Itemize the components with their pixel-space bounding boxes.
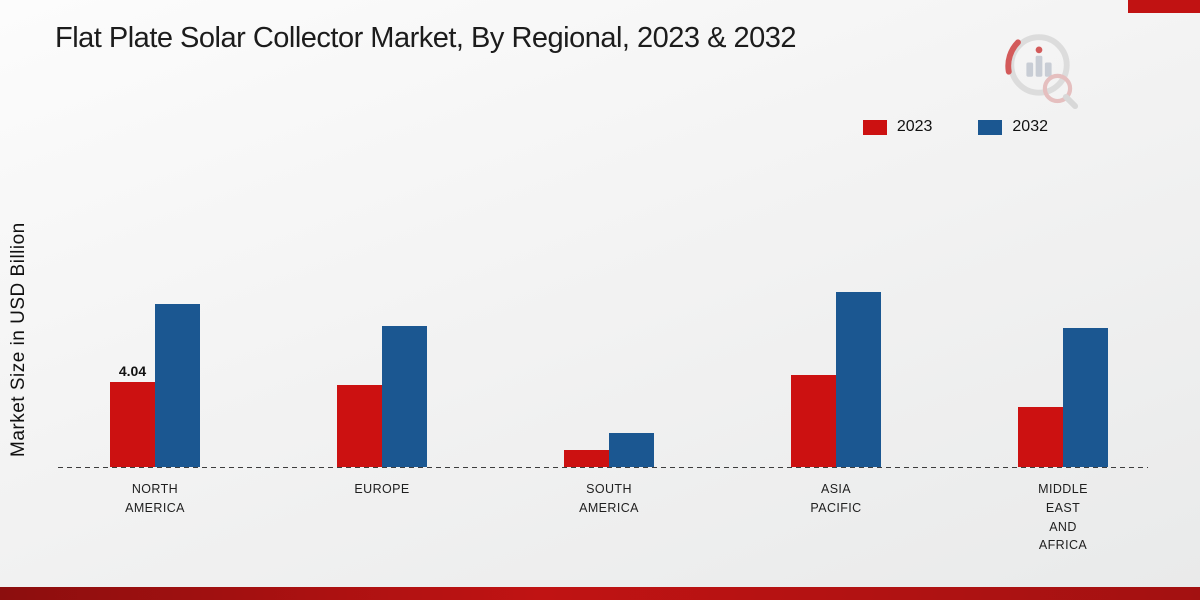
bar-2023 <box>564 450 609 467</box>
bar-2032 <box>1063 328 1108 467</box>
x-axis-line <box>58 467 1148 468</box>
mrfr-logo <box>1005 34 1079 110</box>
bar-2032 <box>609 433 654 467</box>
bar-group: MIDDLE EAST AND AFRICA <box>1018 277 1108 552</box>
legend-label: 2023 <box>896 118 933 135</box>
bar-2032 <box>155 304 200 467</box>
value-label: 4.04 <box>118 363 147 379</box>
bar-2032 <box>382 326 427 467</box>
bar-group: ASIA PACIFIC <box>791 277 881 515</box>
legend-item-2023: 2023 <box>862 118 933 136</box>
bar-2023 <box>110 382 155 467</box>
bar-2023 <box>791 375 836 467</box>
category-label: EUROPE <box>354 482 410 496</box>
legend-label: 2032 <box>1012 118 1048 135</box>
category-label: ASIA PACIFIC <box>810 482 862 515</box>
legend-swatch <box>862 119 887 135</box>
bar-group: SOUTH AMERICA <box>564 277 654 515</box>
plot-area: 4.04 NORTH AMERICA EUROPE SOUTH AMERICA ASIA PA… <box>110 277 1108 552</box>
legend-swatch <box>978 119 1003 135</box>
legend: 2023 2032 <box>862 118 1048 136</box>
bottom-accent-band <box>0 587 1200 600</box>
bar-2023 <box>1018 407 1063 467</box>
legend-item-2032: 2032 <box>978 118 1048 136</box>
chart-title: Flat Plate Solar Collector Market, By Re… <box>55 22 797 54</box>
bar-group: EUROPE <box>337 277 427 496</box>
category-label: SOUTH AMERICA <box>579 482 639 515</box>
bar-2032 <box>836 292 881 467</box>
bar-group: 4.04 NORTH AMERICA <box>110 277 200 515</box>
corner-accent <box>1128 0 1200 13</box>
bar-2023 <box>337 385 382 467</box>
category-label: MIDDLE EAST AND AFRICA <box>1038 482 1088 553</box>
category-label: NORTH AMERICA <box>125 482 185 515</box>
y-axis-label: Market Size in USD Billion <box>8 222 29 458</box>
